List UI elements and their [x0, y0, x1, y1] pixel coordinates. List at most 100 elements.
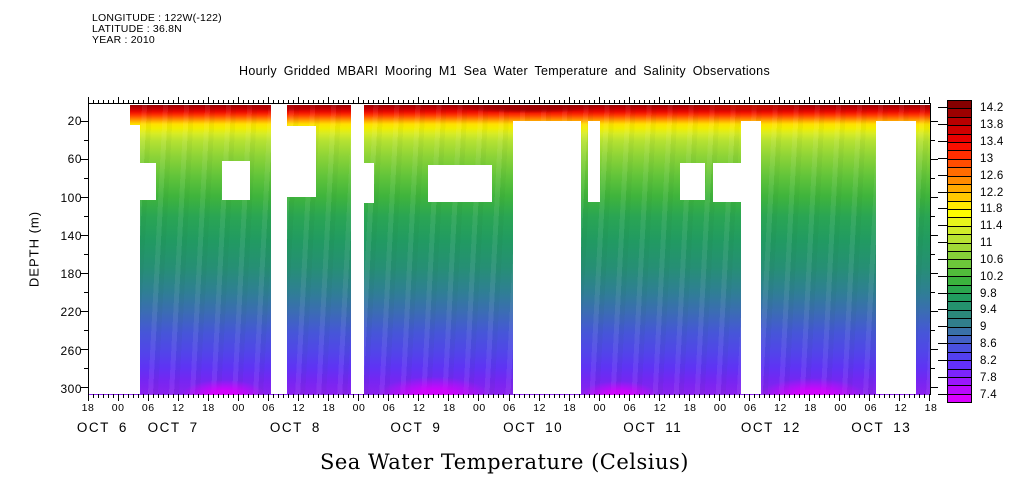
x-minor-tick [733, 100, 735, 104]
x-minor-tick [668, 100, 670, 104]
colorbar: 14.2 13.8 13.4 13 12.6 12.2 11.8 11.4 11 10.6 10.2… [938, 100, 1003, 404]
x-major-tick [88, 97, 89, 104]
x-minor-tick [653, 394, 655, 398]
date-label: OCT 6 [76, 420, 128, 435]
x-minor-tick [683, 394, 685, 398]
x-minor-tick [693, 394, 695, 398]
x-minor-tick [378, 394, 380, 398]
colorbar-tick-label: 8.6 [980, 338, 997, 351]
x-major-tick [388, 97, 390, 104]
x-minor-tick [843, 394, 845, 398]
x-minor-tick [653, 100, 655, 104]
x-minor-tick [618, 394, 620, 398]
x-minor-tick [473, 394, 475, 398]
colorbar-tick-label: 7.8 [980, 371, 997, 384]
colorbar-tick [938, 309, 947, 311]
x-minor-tick [623, 394, 625, 398]
x-minor-tick [368, 100, 370, 104]
missing-data-region [351, 104, 365, 394]
x-minor-tick [493, 394, 495, 398]
colorbar-tick-label: 12.2 [980, 186, 1004, 199]
x-minor-tick [803, 100, 805, 104]
temperature-field [89, 105, 930, 395]
x-major-tick [508, 394, 510, 401]
y-major-tick [81, 196, 89, 198]
x-minor-tick [553, 394, 555, 398]
x-minor-tick [698, 100, 700, 104]
x-minor-tick [253, 100, 255, 104]
x-minor-tick [693, 100, 695, 104]
x-major-tick [718, 394, 720, 401]
colorbar-tick [938, 376, 947, 378]
x-minor-tick [368, 394, 370, 398]
x-minor-tick [193, 394, 195, 398]
x-minor-tick [903, 100, 905, 104]
hour-tick-label: 18 [202, 402, 215, 414]
x-minor-tick [543, 100, 545, 104]
x-minor-tick [123, 394, 125, 398]
x-minor-tick [438, 100, 440, 104]
x-minor-tick [278, 100, 280, 104]
x-minor-tick [183, 100, 185, 104]
x-minor-tick [158, 100, 160, 104]
y-tick-label: 300 [60, 381, 82, 396]
colorbar-tick [938, 258, 947, 260]
colorbar-tick-label: 11.8 [980, 203, 1003, 216]
x-minor-tick [913, 394, 915, 398]
x-minor-tick [333, 394, 335, 398]
y-minor-tick [84, 177, 89, 179]
x-minor-tick [903, 394, 905, 398]
x-minor-tick [223, 394, 225, 398]
x-minor-tick [373, 394, 375, 398]
x-minor-tick [488, 100, 490, 104]
x-minor-tick [793, 394, 795, 398]
x-minor-tick [783, 394, 785, 398]
hour-tick-label: 12 [894, 402, 908, 414]
x-minor-tick [533, 100, 535, 104]
colorbar-tick-label: 11 [980, 237, 993, 250]
y-tick-label: 60 [67, 152, 82, 167]
x-minor-tick [708, 100, 710, 104]
colorbar-tick-label: 9 [980, 321, 987, 334]
colorbar-segment [947, 393, 972, 404]
x-major-tick [628, 394, 630, 401]
x-minor-tick [253, 394, 255, 398]
x-minor-tick [513, 394, 515, 398]
chart-title: Hourly Gridded MBARI Mooring M1 Sea Wate… [239, 64, 770, 78]
x-minor-tick [173, 394, 175, 398]
x-minor-tick [673, 100, 675, 104]
date-label: OCT 7 [147, 420, 199, 435]
x-major-tick [478, 97, 480, 104]
x-minor-tick [848, 100, 850, 104]
x-major-tick [808, 394, 810, 401]
missing-data-region [679, 162, 705, 201]
x-minor-tick [403, 394, 405, 398]
x-minor-tick [618, 100, 620, 104]
x-minor-tick [728, 100, 730, 104]
x-minor-tick [103, 100, 105, 104]
missing-data-region [364, 162, 375, 204]
x-minor-tick [438, 394, 440, 398]
x-minor-tick [453, 100, 455, 104]
x-minor-tick [923, 100, 925, 104]
y-minor-tick [84, 291, 89, 293]
x-minor-tick [188, 394, 190, 398]
colorbar-tick [938, 393, 947, 395]
x-minor-tick [858, 100, 860, 104]
x-minor-tick [608, 394, 610, 398]
x-minor-tick [463, 394, 465, 398]
x-minor-tick [648, 394, 650, 398]
colorbar-tick [938, 275, 947, 277]
x-minor-tick [678, 394, 680, 398]
x-minor-tick [198, 100, 200, 104]
date-label: OCT 10 [503, 420, 564, 435]
x-minor-tick [878, 100, 880, 104]
colorbar-tick-label: 9.8 [980, 287, 997, 300]
x-major-tick [208, 97, 210, 104]
x-minor-tick [443, 100, 445, 104]
hour-tick-label: 00 [834, 402, 848, 414]
x-minor-tick [803, 394, 805, 398]
x-minor-tick [248, 100, 250, 104]
missing-data-region [741, 120, 762, 394]
